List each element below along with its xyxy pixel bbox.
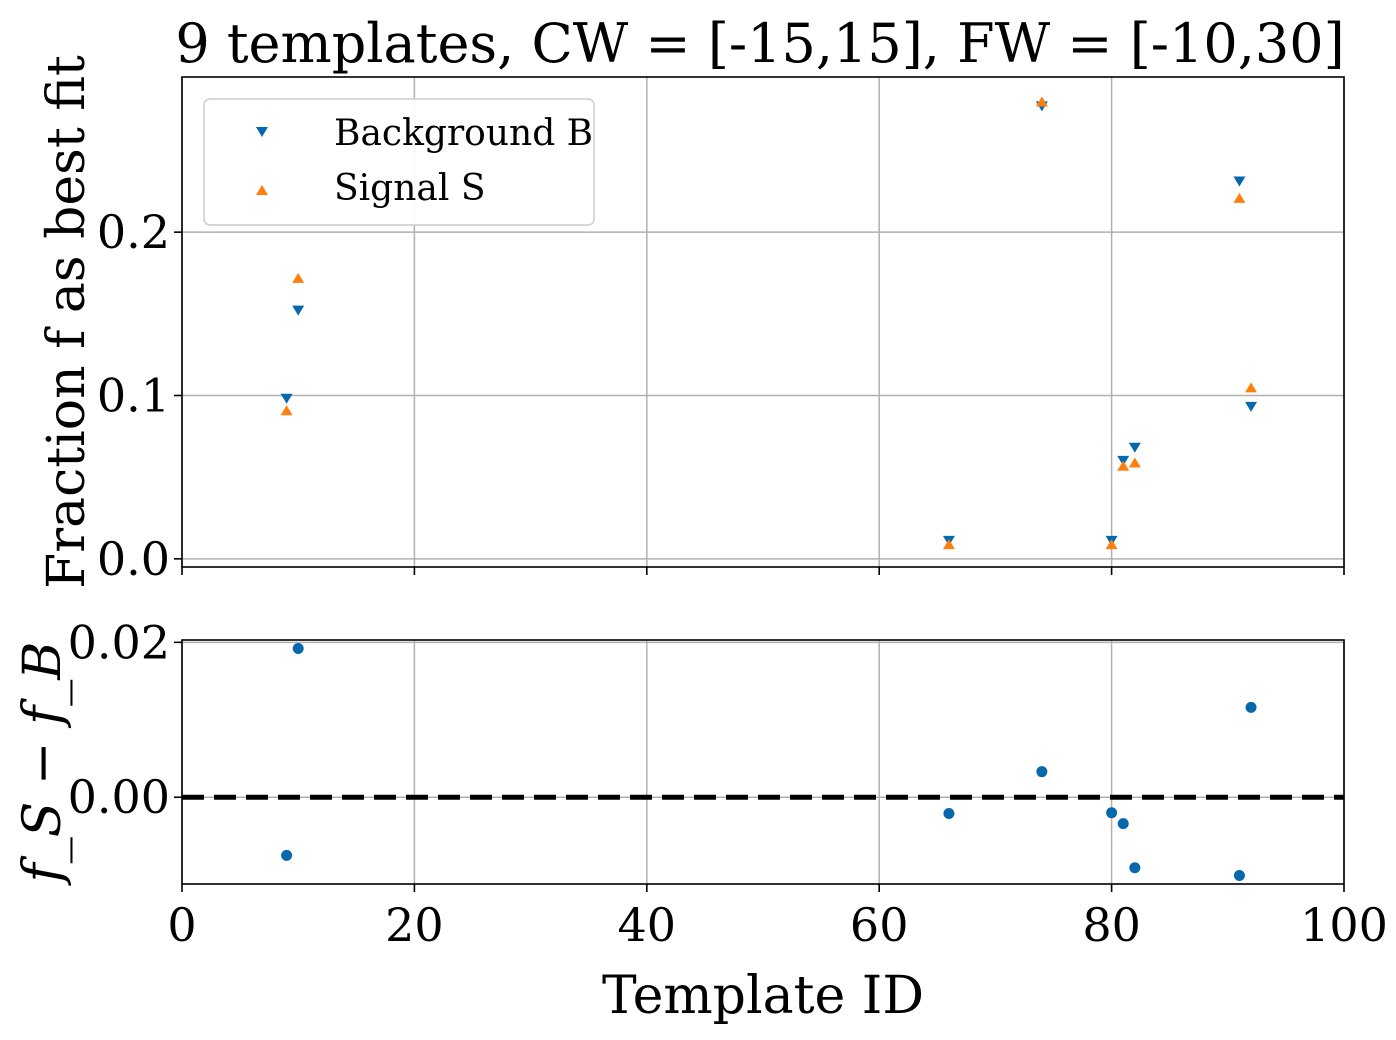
chart-title: 9 templates, CW = [-15,15], FW = [-10,30… (175, 12, 1344, 75)
legend-marker-signal (256, 185, 268, 195)
y-tick-label: 0.00 (68, 770, 170, 824)
x-tick-label: 60 (850, 898, 909, 952)
top-xticks (181, 567, 1345, 575)
top-marks (280, 96, 1258, 550)
bottom-grid (181, 640, 1345, 884)
difference-point (1129, 862, 1141, 874)
difference-point (1233, 869, 1245, 881)
signal-point (1128, 457, 1141, 468)
difference-point (281, 849, 293, 861)
bottom-axes-frame (181, 639, 1345, 885)
top-panel: 0.0 0.1 0.2 9 templates, CW = [-15,15], FW… (37, 12, 1345, 589)
bottom-yticks: 0.00 0.02 (68, 615, 182, 824)
background-point (1245, 401, 1258, 412)
legend-frame (203, 98, 595, 226)
signal-point (1105, 539, 1118, 550)
signal-point (1117, 460, 1130, 471)
legend-marker-background (256, 127, 268, 137)
difference-point (1106, 807, 1118, 819)
y-tick-label: 0.0 (97, 532, 170, 586)
top-y-axis-label: Fraction f as best fit (37, 55, 97, 589)
y-tick-label: 0.02 (68, 615, 170, 669)
bottom-xticks: 0 20 40 60 80 100 (167, 884, 1388, 952)
difference-point (1036, 766, 1048, 778)
signal-point (1233, 192, 1246, 203)
difference-point (1245, 701, 1257, 713)
signal-point (292, 272, 305, 283)
background-point (1128, 442, 1141, 453)
x-tick-label: 20 (385, 898, 444, 952)
legend: Background B Signal S (203, 98, 595, 226)
legend-label-background: Background B (334, 113, 593, 154)
bottom-panel: 0.00 0.02 0 20 40 60 80 100 f_S − f_B Template… (13, 615, 1388, 1026)
bottom-y-axis-label: f_S − f_B (13, 642, 73, 887)
x-axis-label: Template ID (602, 966, 924, 1026)
top-yticks: 0.0 0.1 0.2 (97, 205, 182, 586)
x-tick-label: 40 (618, 898, 677, 952)
background-point (292, 305, 305, 316)
signal-point (942, 539, 955, 550)
bottom-marks (281, 643, 1257, 881)
difference-point (943, 808, 955, 820)
legend-label-signal: Signal S (334, 168, 486, 209)
x-tick-label: 100 (1300, 898, 1388, 952)
background-point (1233, 176, 1246, 187)
x-tick-label: 0 (167, 898, 196, 952)
difference-point (292, 643, 304, 655)
signal-point (1035, 96, 1048, 107)
x-tick-label: 80 (1082, 898, 1141, 952)
top-axes-frame (181, 76, 1345, 568)
signal-point (1245, 382, 1258, 393)
y-tick-label: 0.1 (97, 369, 170, 423)
difference-point (1117, 818, 1129, 830)
background-point (280, 393, 293, 404)
signal-point (280, 405, 293, 416)
y-tick-label: 0.2 (97, 205, 170, 259)
